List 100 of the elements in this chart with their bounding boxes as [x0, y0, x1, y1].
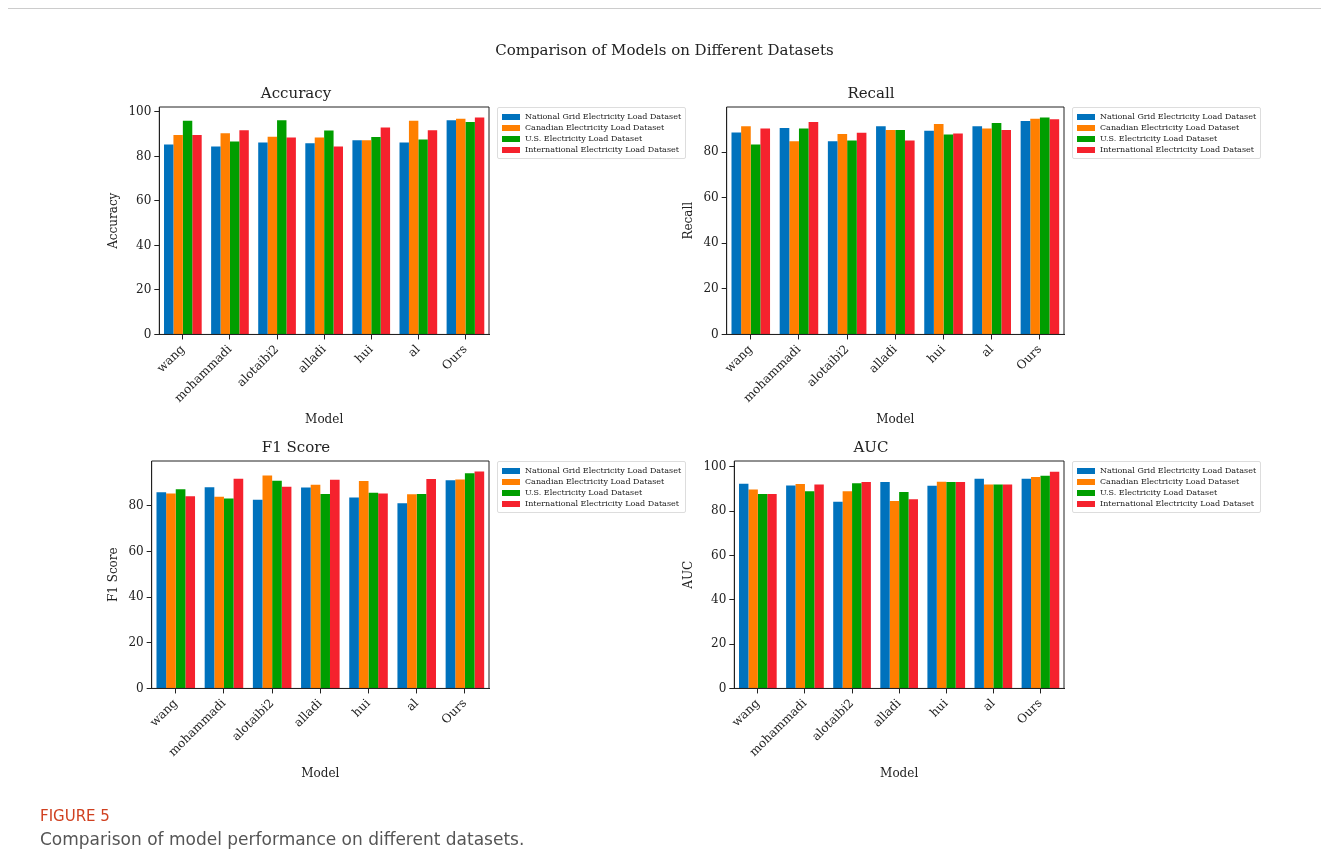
bar — [233, 478, 244, 688]
bar — [856, 132, 867, 334]
bar — [281, 486, 292, 688]
bar — [1001, 130, 1011, 334]
bar — [204, 487, 215, 688]
y-tick-label: 0 — [711, 326, 719, 341]
bar — [455, 479, 465, 688]
legend-label: Canadian Electricity Load Dataset — [1100, 477, 1240, 486]
y-axis-title: AUC — [681, 560, 696, 590]
y-tick-label: 40 — [128, 589, 144, 604]
bar — [983, 484, 994, 688]
bar — [899, 492, 909, 688]
x-tick-label: hui — [352, 341, 376, 366]
y-tick-label: 20 — [136, 282, 152, 297]
bar — [1031, 476, 1041, 688]
bar — [214, 496, 224, 688]
bar — [239, 130, 249, 334]
bar — [175, 489, 186, 688]
bar — [380, 127, 391, 334]
bar — [779, 127, 790, 334]
legend-label: U.S. Electricity Load Dataset — [525, 134, 643, 143]
bar — [407, 494, 417, 688]
bar — [272, 480, 282, 688]
bar — [267, 136, 278, 334]
x-axis-title: Model — [305, 411, 344, 426]
x-tick-label: hui — [349, 695, 373, 720]
bar — [991, 122, 1002, 334]
bar — [262, 475, 273, 688]
y-tick-label: 60 — [703, 189, 719, 204]
y-tick-label: 0 — [143, 326, 152, 341]
bar — [361, 140, 372, 334]
bar — [1021, 478, 1032, 688]
bar — [852, 483, 862, 688]
legend-label: National Grid Electricity Load Dataset — [525, 466, 682, 475]
legend-label: International Electricity Load Dataset — [525, 499, 679, 508]
bar — [314, 137, 325, 334]
caption: FIGURE 5 — [40, 807, 111, 825]
bar — [1020, 120, 1031, 334]
bar — [223, 498, 234, 688]
bar — [946, 482, 956, 688]
bar — [427, 130, 438, 334]
y-tick-label: 80 — [136, 148, 152, 163]
bar — [750, 144, 761, 334]
bar — [786, 485, 796, 688]
x-tick-label: al — [403, 695, 422, 714]
legend-label: Canadian Electricity Load Dataset — [525, 477, 665, 486]
y-tick-label: 40 — [711, 591, 727, 606]
bar — [827, 141, 838, 334]
y-tick-label: 80 — [711, 503, 727, 518]
legend-label: U.S. Electricity Load Dataset — [1100, 488, 1218, 497]
bar — [277, 120, 287, 334]
y-tick-label: 40 — [136, 237, 152, 252]
bar — [924, 130, 934, 334]
bar — [378, 493, 388, 688]
x-tick-label: hui — [924, 341, 948, 366]
y-tick-label: 60 — [711, 547, 727, 562]
bar — [760, 128, 771, 334]
bar — [1039, 117, 1050, 334]
bar — [933, 124, 944, 334]
x-tick-label: al — [980, 695, 998, 714]
bar — [426, 479, 436, 688]
bar — [1002, 484, 1013, 688]
bar — [837, 134, 848, 334]
bar — [842, 491, 853, 688]
bar — [416, 494, 427, 688]
y-axis-title: Accuracy — [106, 192, 121, 250]
bar — [861, 482, 871, 688]
chart-title: F1 Score — [261, 437, 331, 456]
bar — [767, 494, 777, 688]
bar — [329, 479, 340, 688]
legend-label: U.S. Electricity Load Dataset — [525, 488, 643, 497]
legend-label: National Grid Electricity Load Dataset — [525, 112, 682, 121]
bar — [464, 473, 475, 688]
chart-title: AUC — [852, 437, 889, 456]
bar — [352, 140, 362, 334]
legend-label: International Electricity Load Dataset — [525, 145, 679, 154]
bar — [1049, 471, 1060, 688]
bar — [748, 489, 758, 688]
y-tick-label: 0 — [136, 680, 144, 695]
bar — [456, 118, 466, 334]
bar — [445, 480, 456, 688]
x-tick-label: al — [978, 341, 997, 360]
bar — [229, 141, 240, 334]
y-tick-label: 40 — [703, 235, 719, 250]
text: Comparison of Models on Different Datasets — [495, 41, 834, 59]
x-tick-label: al — [405, 341, 423, 360]
bar — [904, 140, 915, 334]
bar — [936, 481, 947, 688]
bar — [1040, 475, 1050, 688]
bar — [943, 134, 954, 334]
bar — [301, 487, 311, 688]
bar — [446, 120, 457, 334]
x-axis-title: Model — [301, 765, 340, 780]
bar — [258, 142, 268, 334]
legend-label: National Grid Electricity Load Dataset — [1100, 112, 1257, 121]
chart-title: Recall — [847, 83, 895, 102]
legend-label: Canadian Electricity Load Dataset — [525, 123, 665, 132]
x-axis-title: Model — [876, 411, 915, 426]
bar — [833, 501, 843, 688]
legend-label: National Grid Electricity Load Dataset — [1100, 466, 1257, 475]
